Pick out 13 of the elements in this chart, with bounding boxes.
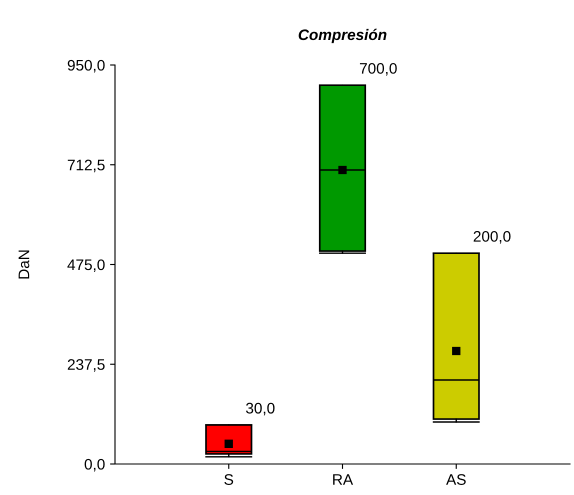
chart-title: Compresión — [298, 28, 386, 44]
annotation: 30,0 — [246, 402, 275, 416]
x-tick-label: RA — [333, 474, 354, 485]
y-tick-label: 237,5 — [68, 359, 105, 372]
x-tick-label: S — [224, 474, 234, 485]
x-tick-label: AS — [446, 474, 466, 485]
y-tick-label: 712,5 — [68, 160, 105, 172]
annotation: 200,0 — [474, 230, 511, 244]
y-axis-title: DaN — [18, 250, 30, 279]
y-tick-label: 0,0 — [84, 458, 105, 472]
y-tick-label: 950,0 — [68, 60, 105, 72]
y-tick-label: 475,0 — [67, 259, 105, 272]
annotation: 700,0 — [360, 62, 397, 76]
